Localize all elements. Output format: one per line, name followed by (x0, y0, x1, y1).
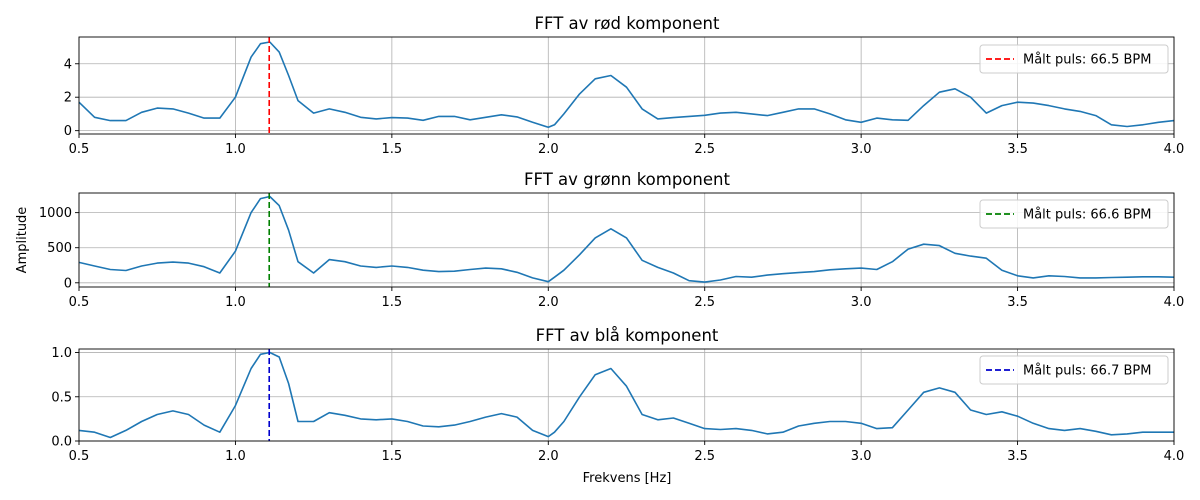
x-tick-label: 4.0 (1164, 449, 1185, 464)
y-tick-label: 1.0 (51, 346, 72, 361)
subplot-title-blue: FFT av blå komponent (536, 326, 719, 345)
legend-label: Målt puls: 66.5 BPM (1023, 53, 1151, 68)
legend-box (979, 199, 1169, 229)
x-tick-label: 3.0 (851, 142, 872, 157)
x-tick-label: 3.5 (1007, 295, 1028, 310)
axes-frame (78, 192, 1175, 288)
x-tick-label: 2.0 (538, 142, 559, 157)
y-tick-label: 2 (64, 91, 72, 106)
legend-blue: Målt puls: 66.7 BPM (979, 355, 1169, 385)
x-tick-label: 2.5 (694, 142, 715, 157)
x-tick-label: 0.5 (69, 449, 90, 464)
series-line (78, 195, 1175, 283)
y-tick-label: 0.0 (51, 435, 72, 450)
axes-frame (78, 348, 1175, 442)
x-tick-label: 1.0 (225, 449, 246, 464)
x-tick-label: 1.5 (382, 142, 403, 157)
series-line (78, 351, 1174, 439)
subplot-title-green: FFT av grønn komponent (524, 170, 730, 189)
x-tick-label: 0.5 (69, 295, 90, 310)
subplot-green: FFT av grønn komponent Amplitude 0.5 1.0 1… (15, 170, 1184, 310)
x-tick-label: 2.5 (694, 449, 715, 464)
y-axis-label: Amplitude (15, 207, 30, 274)
x-tick-label: 3.0 (851, 295, 872, 310)
x-tick-label: 3.5 (1007, 449, 1028, 464)
series-line (78, 41, 1175, 129)
x-tick-label: 1.0 (225, 142, 246, 157)
legend-green: Målt puls: 66.6 BPM (979, 199, 1169, 229)
legend-box (979, 355, 1169, 385)
x-tick-label: 0.5 (69, 142, 90, 157)
x-tick-label: 2.0 (538, 449, 559, 464)
y-tick-label: 0.5 (51, 390, 72, 405)
y-tick-label: 4 (64, 57, 72, 72)
x-tick-label: 2.5 (694, 295, 715, 310)
y-tick-label: 0 (64, 276, 72, 291)
x-tick-label: 4.0 (1164, 142, 1185, 157)
legend-label: Målt puls: 66.7 BPM (1023, 364, 1151, 379)
y-tick-label: 0 (64, 124, 72, 139)
legend-red: Målt puls: 66.5 BPM (979, 44, 1169, 74)
subplot-title-red: FFT av rød komponent (535, 14, 721, 33)
subplot-red: FFT av rød komponent 0.5 1.0 1.5 2.0 2.5 3.0 3… (64, 14, 1185, 157)
x-tick-label: 4.0 (1164, 295, 1185, 310)
legend-label: Målt puls: 66.6 BPM (1023, 208, 1151, 223)
x-axis-label: Frekvens [Hz] (583, 471, 672, 486)
x-tick-label: 1.5 (382, 449, 403, 464)
y-tick-label: 1000 (39, 206, 72, 221)
legend-box (979, 44, 1169, 74)
x-tick-label: 3.5 (1007, 142, 1028, 157)
axes-frame (78, 36, 1175, 135)
x-tick-label: 1.0 (225, 295, 246, 310)
subplot-blue: FFT av blå komponent Frekvens [Hz] 0.5 1.… (51, 326, 1184, 486)
x-tick-label: 1.5 (382, 295, 403, 310)
y-tick-label: 500 (47, 241, 72, 256)
x-tick-label: 2.0 (538, 295, 559, 310)
plot-area-blue: 0.5 1.0 1.5 2.0 2.5 3.0 3.5 4.00.00.51.0 (51, 346, 1184, 464)
x-tick-label: 3.0 (851, 449, 872, 464)
